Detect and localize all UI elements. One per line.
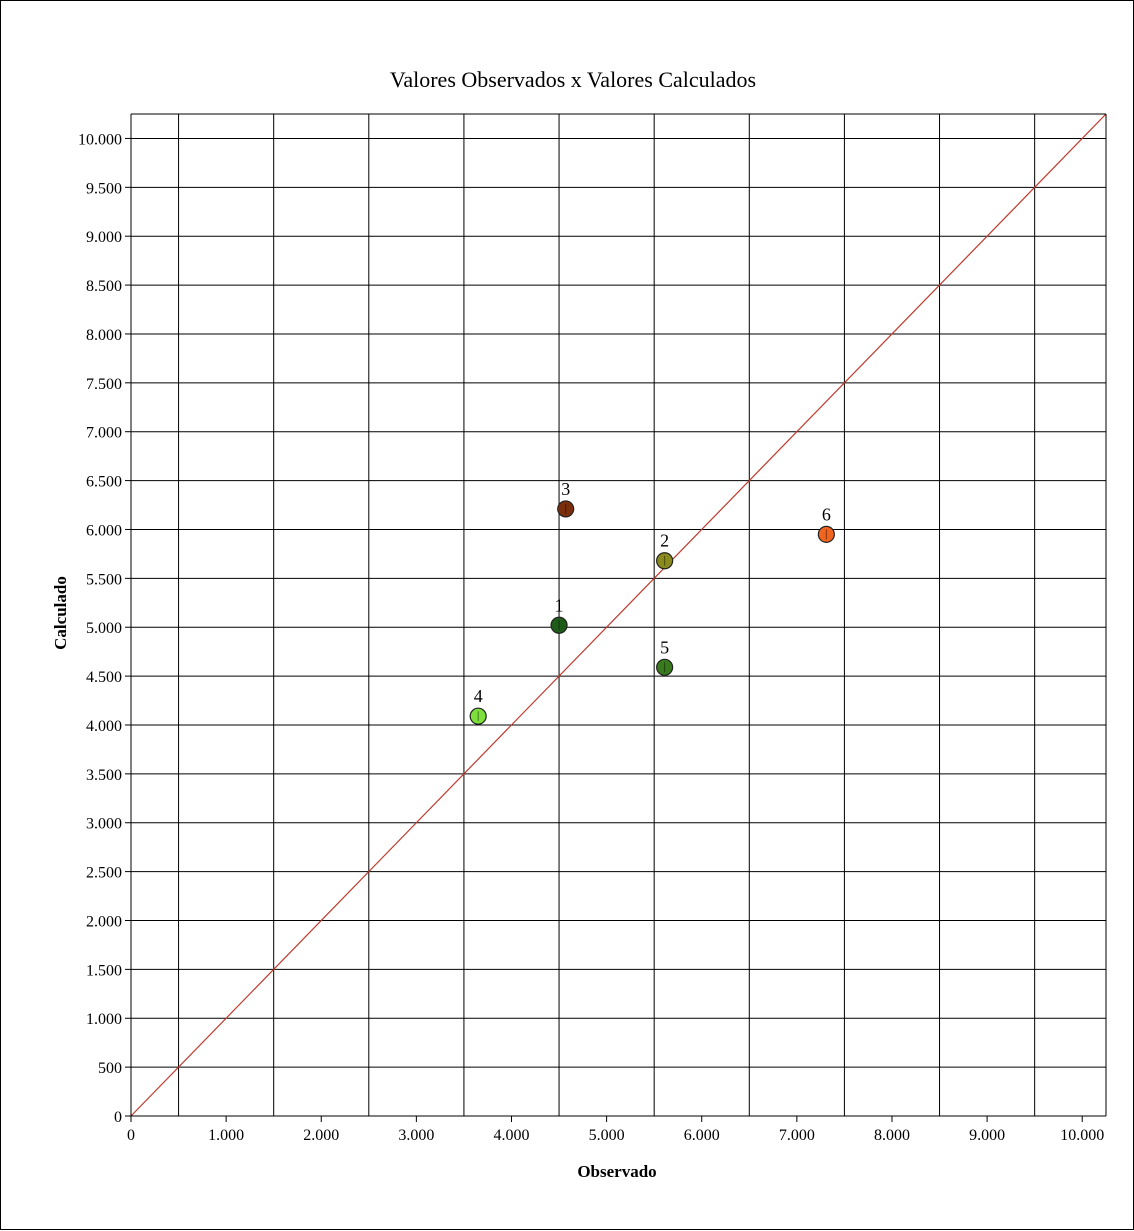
data-point-label: 3 [561,479,570,499]
y-tick-label: 6.500 [86,474,122,491]
y-tick-label: 3.500 [86,767,122,784]
x-axis-ticks: 0 1.000 2.000 3.000 4.000 5.000 6.000 7.000 8.00… [127,1116,1104,1144]
y-axis-label: Calculado [51,576,70,650]
data-point-4: 4 [469,686,487,725]
x-tick-label: 2.000 [303,1127,339,1144]
y-tick-label: 4.500 [86,669,122,686]
y-tick-label: 5.000 [86,620,122,637]
x-tick-label: 10.000 [1060,1127,1104,1144]
data-point-2: 2 [656,531,674,570]
data-point-marker [817,525,835,543]
data-point-marker [557,500,575,518]
chart-title: Valores Observados x Valores Calculados [390,67,756,92]
data-point-marker [550,616,568,634]
data-point-marker [656,552,674,570]
x-tick-label: 7.000 [779,1127,815,1144]
data-point-5: 5 [656,637,674,676]
x-tick-label: 6.000 [684,1127,720,1144]
y-tick-label: 9.500 [86,180,122,197]
x-tick-label: 1.000 [208,1127,244,1144]
y-tick-label: 10.000 [78,131,122,148]
y-tick-label: 7.500 [86,376,122,393]
x-tick-label: 0 [127,1127,135,1144]
y-tick-label: 5.500 [86,571,122,588]
grid [131,114,1106,1116]
data-point-3: 3 [557,479,575,518]
y-tick-label: 500 [98,1060,122,1077]
identity-reference-line [130,113,1107,1117]
y-tick-label: 3.000 [86,816,122,833]
y-tick-label: 7.000 [86,425,122,442]
data-point-label: 5 [660,637,669,657]
y-tick-label: 9.000 [86,229,122,246]
x-axis-label: Observado [577,1162,656,1181]
data-point-marker [469,707,487,725]
x-tick-label: 9.000 [969,1127,1005,1144]
reference-line-layer [130,113,1107,1117]
x-tick-label: 5.000 [589,1127,625,1144]
x-tick-label: 4.000 [493,1127,529,1144]
y-tick-label: 8.500 [86,278,122,295]
y-tick-label: 8.000 [86,327,122,344]
y-tick-label: 0 [114,1109,122,1126]
y-tick-label: 1.000 [86,1011,122,1028]
y-axis-ticks: 0 500 1.000 1.500 2.000 2.500 3.000 3.500 4.000 4… [78,131,131,1126]
y-tick-label: 4.000 [86,718,122,735]
y-tick-label: 1.500 [86,962,122,979]
y-tick-label: 6.000 [86,522,122,539]
data-point-label: 4 [474,686,483,706]
data-points: 1 2 3 4 5 6 [469,479,835,725]
x-tick-label: 3.000 [398,1127,434,1144]
axes [130,113,1107,1117]
x-tick-label: 8.000 [874,1127,910,1144]
data-point-label: 6 [822,504,831,524]
data-point-label: 1 [555,595,564,615]
y-tick-label: 2.500 [86,865,122,882]
data-point-1: 1 [550,595,568,634]
data-point-marker [656,658,674,676]
data-point-label: 2 [660,531,669,551]
y-tick-label: 2.000 [86,913,122,930]
data-point-6: 6 [817,504,835,543]
